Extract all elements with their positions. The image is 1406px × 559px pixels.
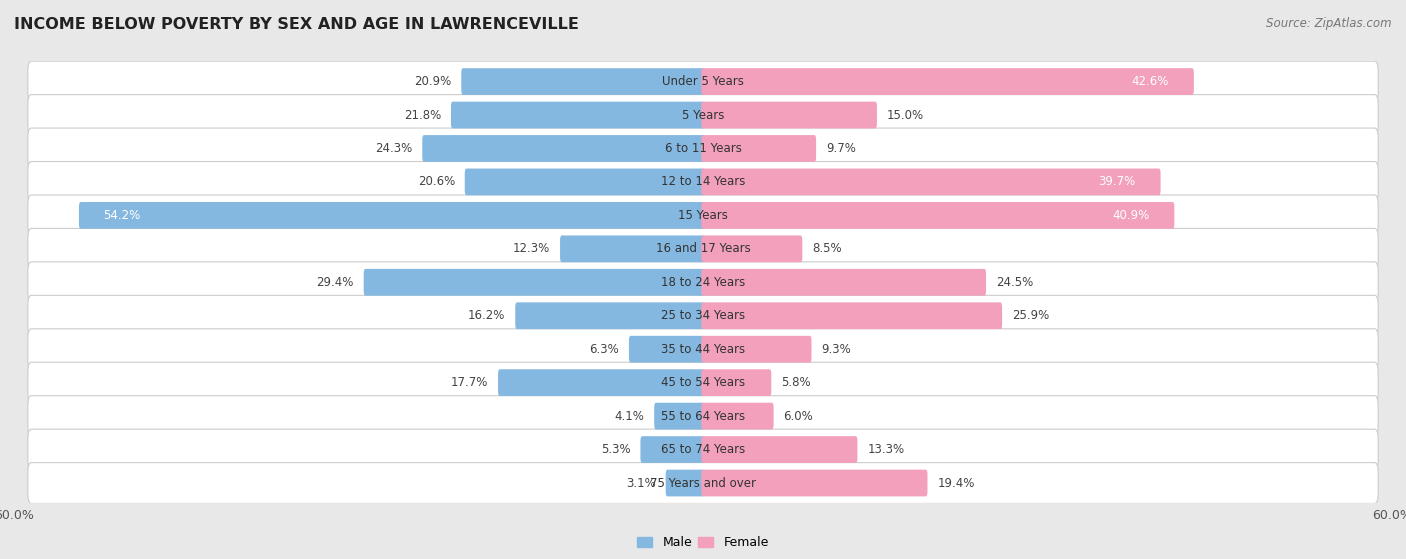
FancyBboxPatch shape	[702, 402, 773, 429]
FancyBboxPatch shape	[28, 162, 1378, 202]
Text: 4.1%: 4.1%	[614, 410, 644, 423]
Text: 29.4%: 29.4%	[316, 276, 354, 289]
FancyBboxPatch shape	[28, 262, 1378, 303]
Text: 25.9%: 25.9%	[1012, 309, 1049, 322]
Text: 5 Years: 5 Years	[682, 108, 724, 121]
FancyBboxPatch shape	[28, 396, 1378, 437]
Text: 15 Years: 15 Years	[678, 209, 728, 222]
FancyBboxPatch shape	[79, 202, 704, 229]
Text: 24.5%: 24.5%	[995, 276, 1033, 289]
FancyBboxPatch shape	[702, 135, 815, 162]
FancyBboxPatch shape	[702, 102, 877, 129]
Text: INCOME BELOW POVERTY BY SEX AND AGE IN LAWRENCEVILLE: INCOME BELOW POVERTY BY SEX AND AGE IN L…	[14, 17, 579, 32]
Text: 20.9%: 20.9%	[415, 75, 451, 88]
Text: 19.4%: 19.4%	[938, 476, 974, 490]
Text: 5.8%: 5.8%	[782, 376, 811, 389]
Text: 13.3%: 13.3%	[868, 443, 904, 456]
Text: Source: ZipAtlas.com: Source: ZipAtlas.com	[1267, 17, 1392, 30]
FancyBboxPatch shape	[702, 336, 811, 363]
FancyBboxPatch shape	[702, 169, 1160, 195]
FancyBboxPatch shape	[28, 329, 1378, 369]
Text: 55 to 64 Years: 55 to 64 Years	[661, 410, 745, 423]
Text: 54.2%: 54.2%	[104, 209, 141, 222]
Text: 65 to 74 Years: 65 to 74 Years	[661, 443, 745, 456]
Text: 17.7%: 17.7%	[451, 376, 488, 389]
FancyBboxPatch shape	[422, 135, 704, 162]
FancyBboxPatch shape	[28, 463, 1378, 504]
FancyBboxPatch shape	[364, 269, 704, 296]
FancyBboxPatch shape	[28, 195, 1378, 236]
FancyBboxPatch shape	[560, 235, 704, 262]
Text: 39.7%: 39.7%	[1098, 176, 1136, 188]
Text: 6 to 11 Years: 6 to 11 Years	[665, 142, 741, 155]
FancyBboxPatch shape	[465, 169, 704, 195]
FancyBboxPatch shape	[28, 362, 1378, 403]
FancyBboxPatch shape	[628, 336, 704, 363]
Text: 15.0%: 15.0%	[887, 108, 924, 121]
Text: 45 to 54 Years: 45 to 54 Years	[661, 376, 745, 389]
Text: 16.2%: 16.2%	[468, 309, 506, 322]
Text: 20.6%: 20.6%	[418, 176, 456, 188]
FancyBboxPatch shape	[702, 436, 858, 463]
FancyBboxPatch shape	[28, 295, 1378, 336]
Text: 9.7%: 9.7%	[825, 142, 856, 155]
FancyBboxPatch shape	[665, 470, 704, 496]
FancyBboxPatch shape	[28, 229, 1378, 269]
Legend: Male, Female: Male, Female	[633, 531, 773, 555]
Text: 12.3%: 12.3%	[513, 243, 550, 255]
FancyBboxPatch shape	[640, 436, 704, 463]
Text: 3.1%: 3.1%	[626, 476, 657, 490]
Text: 8.5%: 8.5%	[813, 243, 842, 255]
FancyBboxPatch shape	[451, 102, 704, 129]
FancyBboxPatch shape	[498, 369, 704, 396]
FancyBboxPatch shape	[515, 302, 704, 329]
Text: 9.3%: 9.3%	[821, 343, 851, 356]
Text: 16 and 17 Years: 16 and 17 Years	[655, 243, 751, 255]
FancyBboxPatch shape	[702, 269, 986, 296]
FancyBboxPatch shape	[702, 68, 1194, 95]
FancyBboxPatch shape	[702, 202, 1174, 229]
Text: 5.3%: 5.3%	[600, 443, 631, 456]
FancyBboxPatch shape	[654, 402, 704, 429]
Text: 18 to 24 Years: 18 to 24 Years	[661, 276, 745, 289]
FancyBboxPatch shape	[702, 235, 803, 262]
Text: 21.8%: 21.8%	[404, 108, 441, 121]
Text: 25 to 34 Years: 25 to 34 Years	[661, 309, 745, 322]
FancyBboxPatch shape	[28, 128, 1378, 169]
Text: 6.0%: 6.0%	[783, 410, 813, 423]
Text: 12 to 14 Years: 12 to 14 Years	[661, 176, 745, 188]
Text: 75 Years and over: 75 Years and over	[650, 476, 756, 490]
Text: 40.9%: 40.9%	[1112, 209, 1150, 222]
FancyBboxPatch shape	[702, 369, 772, 396]
FancyBboxPatch shape	[461, 68, 704, 95]
Text: 24.3%: 24.3%	[375, 142, 412, 155]
FancyBboxPatch shape	[702, 470, 928, 496]
Text: 42.6%: 42.6%	[1132, 75, 1170, 88]
FancyBboxPatch shape	[28, 61, 1378, 102]
Text: Under 5 Years: Under 5 Years	[662, 75, 744, 88]
Text: 6.3%: 6.3%	[589, 343, 619, 356]
FancyBboxPatch shape	[28, 429, 1378, 470]
Text: 35 to 44 Years: 35 to 44 Years	[661, 343, 745, 356]
FancyBboxPatch shape	[702, 302, 1002, 329]
FancyBboxPatch shape	[28, 94, 1378, 135]
